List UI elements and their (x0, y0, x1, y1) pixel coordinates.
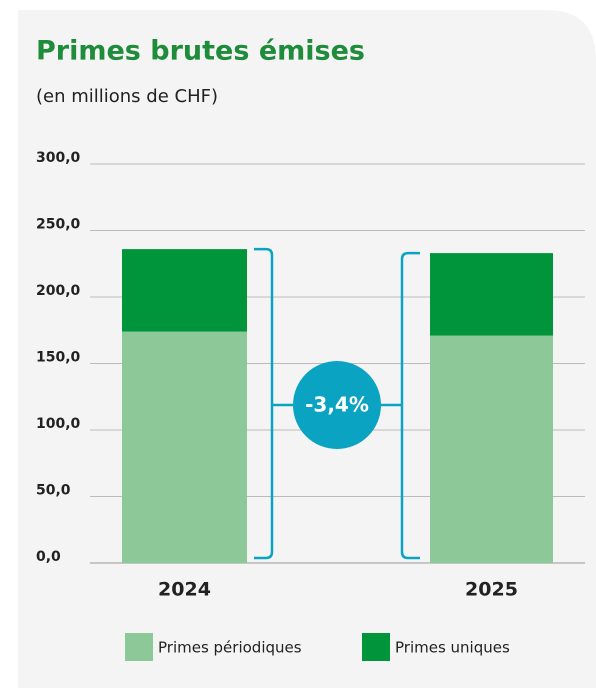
y-tick-label: 100,0 (36, 416, 81, 432)
bar-segment (430, 335, 553, 563)
y-tick-label: 0,0 (36, 549, 61, 565)
bar-segment (122, 331, 247, 563)
y-tick-label: 50,0 (36, 483, 71, 499)
y-tick-label: 150,0 (36, 350, 81, 366)
bracket (254, 247, 274, 560)
x-tick-label: 2025 (465, 579, 518, 601)
legend-swatch (125, 633, 153, 661)
y-tick-label: 300,0 (36, 150, 81, 166)
y-tick-label: 200,0 (36, 283, 81, 299)
legend-label: Primes périodiques (158, 639, 302, 657)
bar-segment (430, 253, 553, 336)
chart-title: Primes brutes émises (36, 36, 365, 67)
annotation: -3,4% (305, 393, 369, 417)
y-tick-label: 250,0 (36, 217, 81, 233)
bar-segment (122, 249, 247, 332)
x-tick-label: 2024 (158, 579, 211, 601)
chart-subtitle: (en millions de CHF) (36, 86, 218, 107)
legend-swatch (362, 633, 390, 661)
legend-label: Primes uniques (395, 639, 510, 657)
badge (293, 361, 381, 449)
